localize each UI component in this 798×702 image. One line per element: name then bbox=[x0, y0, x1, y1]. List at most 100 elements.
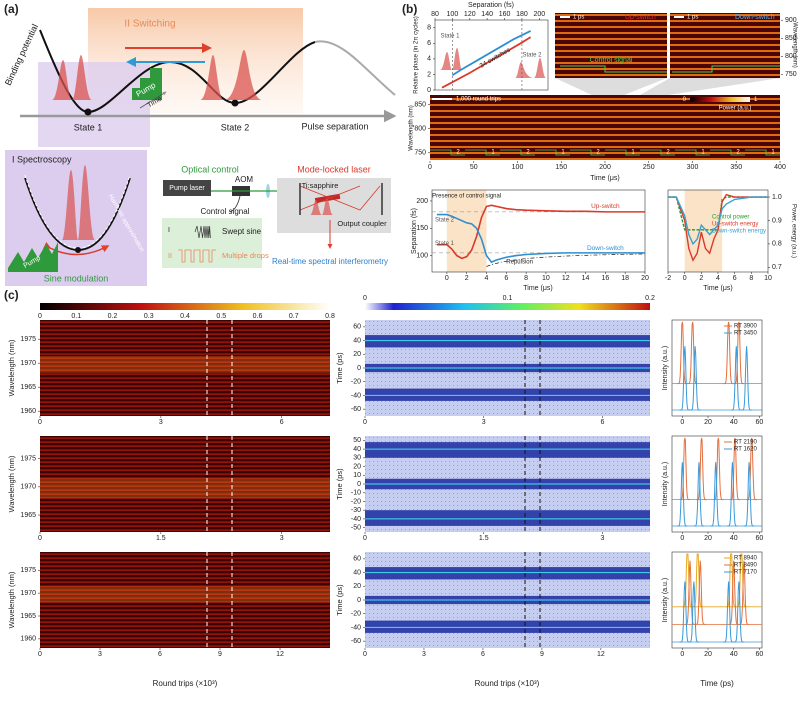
label: I Spectroscopy bbox=[12, 154, 72, 164]
y-tick-label: 60 bbox=[353, 324, 361, 331]
label: State 1 bbox=[440, 34, 460, 40]
label: Relative phase (in 2π cycles) bbox=[414, 16, 420, 94]
strip-heatmap bbox=[430, 95, 780, 160]
signal-wire bbox=[229, 195, 241, 213]
pulse-icon bbox=[440, 48, 462, 70]
heatmap-band bbox=[40, 356, 330, 373]
x-tick-label: 40 bbox=[730, 651, 738, 658]
control-trace bbox=[430, 149, 465, 156]
panel-a: (a) Binding potential II Switching Pump … bbox=[3, 2, 397, 286]
control-trace bbox=[605, 149, 640, 156]
x-tick-label: 0 bbox=[445, 275, 449, 282]
y-tick-label: 4 bbox=[427, 56, 431, 63]
x-tick-label: 0 bbox=[363, 535, 367, 542]
label: 2 bbox=[736, 150, 740, 156]
label: 2 bbox=[596, 150, 600, 156]
label: Pulse separation bbox=[301, 121, 368, 131]
x-tick-label: 0 bbox=[363, 651, 367, 658]
cavity-beam bbox=[299, 185, 381, 211]
label: Up-switch energy bbox=[712, 222, 758, 228]
state2-dot bbox=[231, 99, 239, 107]
x-tick-label: 180 bbox=[516, 11, 528, 18]
x-tick-label: 3 bbox=[280, 535, 284, 542]
label: Presence of control signal bbox=[432, 194, 501, 200]
control-trace bbox=[560, 65, 667, 73]
x-tick-label: 2 bbox=[699, 275, 703, 282]
label: Wavelength (nm) bbox=[791, 22, 797, 67]
x-tick-label: 18 bbox=[621, 275, 629, 282]
data-line bbox=[668, 196, 768, 246]
x-tick-label: 160 bbox=[499, 11, 511, 18]
panel-label: (a) bbox=[4, 2, 19, 16]
y-tick-label: 0 bbox=[357, 481, 361, 488]
y-tick-label: -50 bbox=[351, 524, 361, 531]
label: Repulsion bbox=[506, 260, 533, 266]
pulse-peak bbox=[679, 437, 690, 501]
label: 0 bbox=[683, 97, 687, 103]
label: Time (ps) bbox=[700, 679, 734, 688]
x-tick-label: -2 bbox=[665, 275, 671, 282]
x-tick-label: 50 bbox=[470, 164, 478, 171]
label: Real-time spectral interferometry bbox=[272, 257, 388, 266]
time-arrow bbox=[139, 91, 167, 109]
control-trace bbox=[672, 65, 780, 73]
label: 0.6 bbox=[253, 313, 263, 320]
label: 0.3 bbox=[144, 313, 154, 320]
scale-bar bbox=[674, 16, 684, 18]
label: 2 bbox=[526, 150, 530, 156]
plot-frame bbox=[671, 319, 763, 417]
label: 0.1 bbox=[503, 295, 513, 302]
potential-curve-tail bbox=[314, 40, 396, 96]
y-tick-label: -20 bbox=[351, 498, 361, 505]
label: Down-switch bbox=[735, 14, 775, 21]
x-tick-label: 3 bbox=[601, 535, 605, 542]
label: 0 bbox=[363, 295, 367, 302]
y-tick-label: 0.7 bbox=[772, 264, 782, 271]
label: 2 bbox=[456, 150, 460, 156]
label: RT 2190 bbox=[734, 440, 757, 446]
pulse-peak bbox=[695, 560, 706, 625]
label: State 1 bbox=[74, 122, 103, 132]
pulse-peak bbox=[679, 581, 690, 643]
data-line bbox=[451, 30, 532, 76]
label: Mode-locked laser bbox=[297, 164, 371, 174]
label: Output coupler bbox=[337, 219, 387, 228]
x-tick-label: 2 bbox=[465, 275, 469, 282]
x-tick-label: 0 bbox=[38, 419, 42, 426]
label: Control signal bbox=[590, 57, 633, 64]
y-tick-label: -60 bbox=[351, 638, 361, 645]
colorbar bbox=[40, 303, 330, 310]
y-tick-label: -60 bbox=[351, 406, 361, 413]
x-tick-label: 1.5 bbox=[479, 535, 489, 542]
y-tick-label: 40 bbox=[353, 446, 361, 453]
swept-sine-icon bbox=[194, 225, 211, 239]
label: Separation (fs) bbox=[468, 2, 514, 9]
control-trace bbox=[570, 149, 605, 156]
label: II bbox=[168, 253, 172, 260]
x-tick-label: 40 bbox=[730, 535, 738, 542]
label: 1 bbox=[561, 150, 565, 156]
y-tick-label: 100 bbox=[416, 252, 428, 259]
x-tick-label: 60 bbox=[756, 651, 764, 658]
y-tick-label: 10 bbox=[353, 472, 361, 479]
x-tick-label: 6 bbox=[280, 419, 284, 426]
pulse-peak bbox=[688, 581, 699, 643]
y-tick-label: 1970 bbox=[20, 360, 36, 367]
x-tick-label: 120 bbox=[464, 11, 476, 18]
x-tick-label: 20 bbox=[704, 535, 712, 542]
zoom-link bbox=[555, 78, 667, 95]
pulse-peak bbox=[679, 346, 690, 411]
spectroscopy-region bbox=[38, 62, 150, 147]
y-tick-label: 0.9 bbox=[772, 217, 782, 224]
label: Round trips (×10³) bbox=[153, 679, 218, 688]
label: Wavelength (nm) bbox=[7, 455, 16, 512]
panel-label: (b) bbox=[402, 2, 417, 16]
x-tick-label: 200 bbox=[533, 11, 545, 18]
label: Power, energy (a.u.) bbox=[790, 204, 796, 258]
label: 0 bbox=[38, 313, 42, 320]
label: Optical control bbox=[181, 164, 239, 174]
label: Power (a.u.) bbox=[719, 106, 752, 112]
y-tick-label: 750 bbox=[414, 150, 426, 157]
label: 0.5 bbox=[216, 313, 226, 320]
